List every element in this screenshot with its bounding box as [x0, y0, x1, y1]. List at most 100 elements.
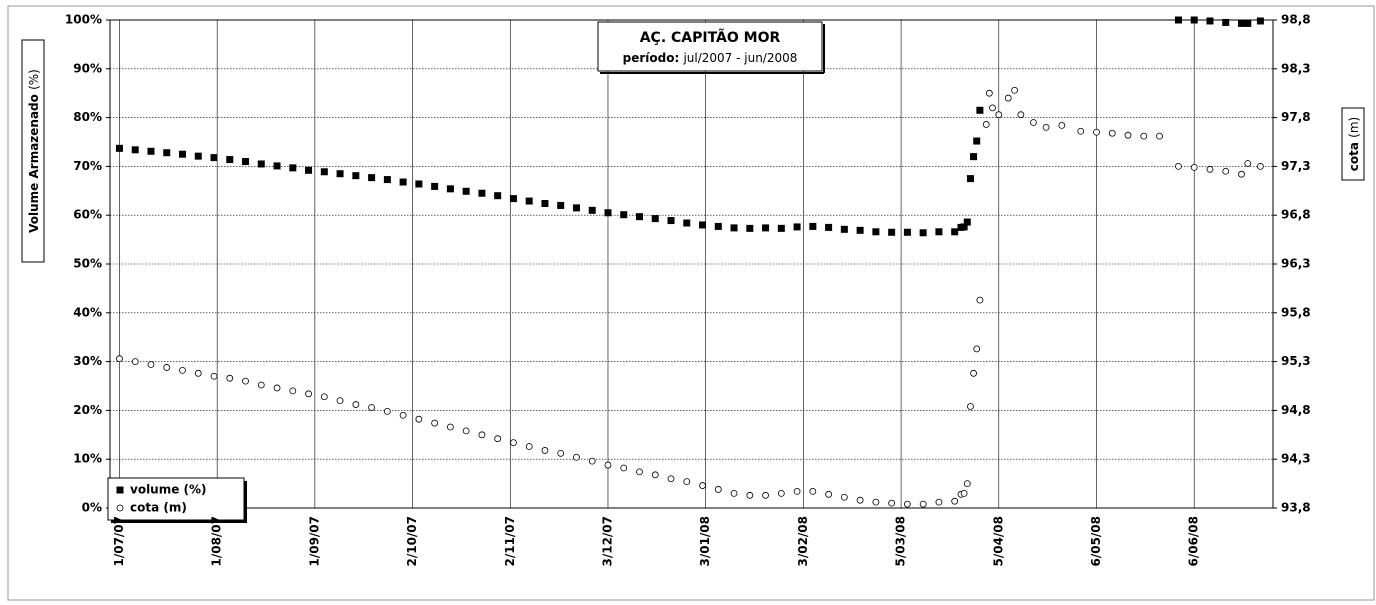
data-point: [793, 223, 801, 231]
data-point: [620, 464, 628, 472]
y2-tick-label: 95,8: [1281, 305, 1311, 319]
data-point: [762, 491, 769, 499]
data-point: [903, 500, 911, 508]
data-point: [967, 403, 974, 410]
y-tick-label: 70%: [73, 159, 102, 173]
y2-tick-label: 98,3: [1281, 61, 1311, 75]
y2-tick-label: 94,3: [1281, 452, 1311, 466]
data-point: [242, 377, 249, 385]
data-point: [1256, 17, 1264, 25]
x-tick-label: 3/12/07: [600, 516, 614, 567]
data-point: [1222, 167, 1230, 175]
y2-tick-label: 93,8: [1281, 501, 1311, 515]
x-tick-label: 2/11/07: [503, 516, 517, 567]
data-point: [210, 154, 218, 162]
title-frame: [597, 21, 823, 72]
data-point: [1058, 122, 1066, 129]
data-point: [683, 219, 691, 227]
data-point: [714, 222, 722, 230]
data-point: [446, 423, 454, 431]
y-axis-title-box: [21, 39, 45, 263]
data-point: [888, 499, 896, 507]
data-point: [226, 156, 234, 164]
data-point: [509, 195, 517, 203]
data-point: [1256, 162, 1264, 170]
data-point: [1244, 160, 1252, 167]
data-point: [1156, 132, 1163, 140]
data-point: [963, 480, 971, 488]
data-point: [557, 449, 565, 457]
data-point: [257, 160, 265, 168]
data-point: [163, 149, 171, 157]
y2-axis-title-main: cota: [1347, 142, 1361, 171]
y-tick-label: 100%: [65, 13, 102, 27]
y2-tick-label: 97,3: [1281, 159, 1311, 173]
data-point: [115, 144, 123, 152]
data-point: [960, 489, 968, 497]
data-point: [588, 457, 596, 465]
data-point: [762, 224, 770, 232]
data-point: [525, 443, 533, 450]
y-tick-label: 60%: [73, 208, 102, 222]
x-tick-label: 3/02/08: [796, 516, 810, 567]
data-point: [289, 164, 297, 172]
data-point: [1190, 163, 1198, 171]
data-point: [147, 147, 155, 155]
data-point: [588, 206, 596, 214]
data-point: [970, 153, 978, 161]
data-point: [557, 201, 565, 209]
data-point: [1244, 19, 1252, 27]
data-point: [825, 490, 833, 498]
data-point: [462, 427, 470, 435]
data-point: [856, 496, 864, 504]
data-point: [604, 461, 612, 469]
data-point: [989, 104, 996, 112]
data-point: [667, 217, 675, 225]
y2-axis-title-unit: (m): [1347, 117, 1361, 138]
data-point: [714, 486, 722, 493]
data-point: [478, 189, 486, 197]
data-point: [976, 106, 984, 114]
data-point: [1174, 16, 1182, 24]
y-tick-label: 10%: [73, 452, 102, 466]
data-point: [573, 453, 580, 461]
data-point: [872, 498, 880, 506]
y2-tick-label: 98,8: [1281, 13, 1311, 27]
data-point: [935, 498, 943, 506]
data-point: [730, 224, 738, 232]
data-point: [352, 401, 360, 408]
data-point: [1206, 17, 1214, 25]
y2-tick-label: 96,8: [1281, 208, 1311, 222]
y2-axis-title-text: cota (m): [1347, 117, 1361, 171]
data-point: [982, 121, 990, 128]
y2-tick-label: 97,8: [1281, 110, 1311, 124]
data-point: [178, 150, 186, 158]
data-point: [478, 431, 486, 439]
y-tick-label: 40%: [73, 305, 102, 319]
data-point: [242, 158, 250, 166]
data-point: [383, 407, 391, 415]
legend: volume (%) cota (m): [107, 477, 247, 523]
x-tick-label: 6/06/08: [1187, 516, 1201, 567]
legend-marker: [116, 504, 124, 512]
y-axis-title-text: Volume Armazenado (%): [27, 69, 41, 233]
data-point: [1093, 128, 1100, 136]
legend-label: volume (%): [130, 483, 207, 497]
data-point: [305, 166, 313, 174]
x-tick-label: 1/09/07: [307, 516, 321, 567]
data-point: [966, 175, 974, 183]
data-point: [777, 224, 785, 232]
data-point: [1011, 86, 1018, 94]
data-point: [510, 439, 517, 447]
y-tick-label: 0%: [82, 501, 102, 515]
data-point: [699, 482, 706, 489]
x-tick-label: 5/03/08: [894, 516, 908, 567]
data-point: [856, 226, 864, 234]
data-point: [667, 475, 675, 483]
data-point: [919, 500, 927, 508]
data-point: [431, 419, 439, 427]
data-point: [620, 211, 628, 219]
data-point: [995, 111, 1003, 119]
x-tick-label: 1/07/07: [112, 516, 126, 567]
data-point: [368, 174, 376, 182]
